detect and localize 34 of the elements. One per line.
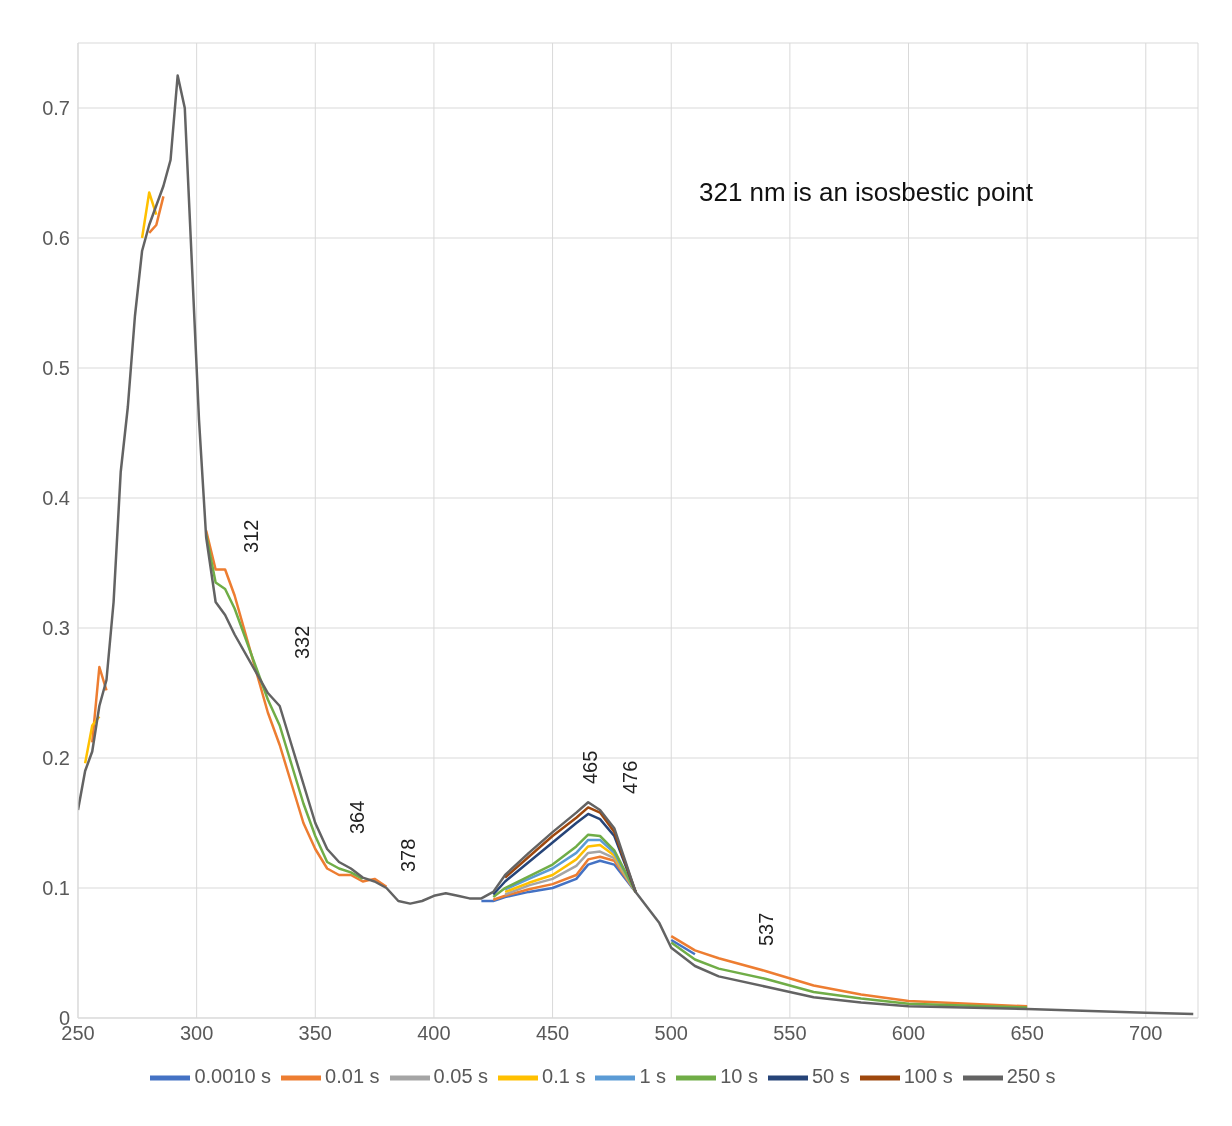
annotation: 364 (346, 800, 368, 834)
y-tick-label: 0.3 (42, 617, 70, 640)
x-tick-label: 300 (179, 1022, 214, 1045)
line-series (78, 74, 1195, 1016)
x-tick-label: 550 (773, 1022, 807, 1045)
legend-label: 100 s (903, 1065, 953, 1088)
x-tick-label: 600 (891, 1022, 926, 1045)
y-tick-label: 0.6 (42, 227, 70, 250)
y-tick-label: 0.5 (42, 357, 70, 380)
y-tick-label: 0.2 (42, 747, 70, 770)
annotation: 476 (619, 760, 641, 794)
annotation: 321 nm is an isosbestic point (699, 177, 1034, 207)
annotation: 465 (579, 750, 601, 784)
legend-label: 0.0010 s (194, 1065, 272, 1088)
annotation: 378 (397, 838, 419, 872)
legend-label: 1 s (639, 1065, 667, 1088)
x-tick-label: 500 (654, 1022, 688, 1045)
x-tick-label: 650 (1010, 1022, 1044, 1045)
y-tick-label: 0.4 (42, 487, 70, 510)
x-tick-label: 350 (298, 1022, 332, 1045)
y-tick-label: 0.1 (42, 877, 70, 900)
legend-label: 0.05 s (433, 1065, 489, 1088)
annotation: 332 (291, 625, 313, 659)
annotation: 312 (240, 519, 262, 553)
legend-label: 50 s (811, 1065, 850, 1088)
x-tick-label: 400 (417, 1022, 451, 1045)
y-tick-label: 0.7 (42, 97, 70, 120)
x-tick-label: 450 (535, 1022, 570, 1045)
legend-label: 0.01 s (325, 1065, 380, 1088)
legend-label: 10 s (720, 1065, 758, 1088)
annotation: 537 (755, 912, 777, 946)
x-tick-label: 700 (1129, 1022, 1163, 1045)
legend-label: 250 s (1006, 1065, 1056, 1088)
legend-label: 0.1 s (542, 1065, 586, 1088)
